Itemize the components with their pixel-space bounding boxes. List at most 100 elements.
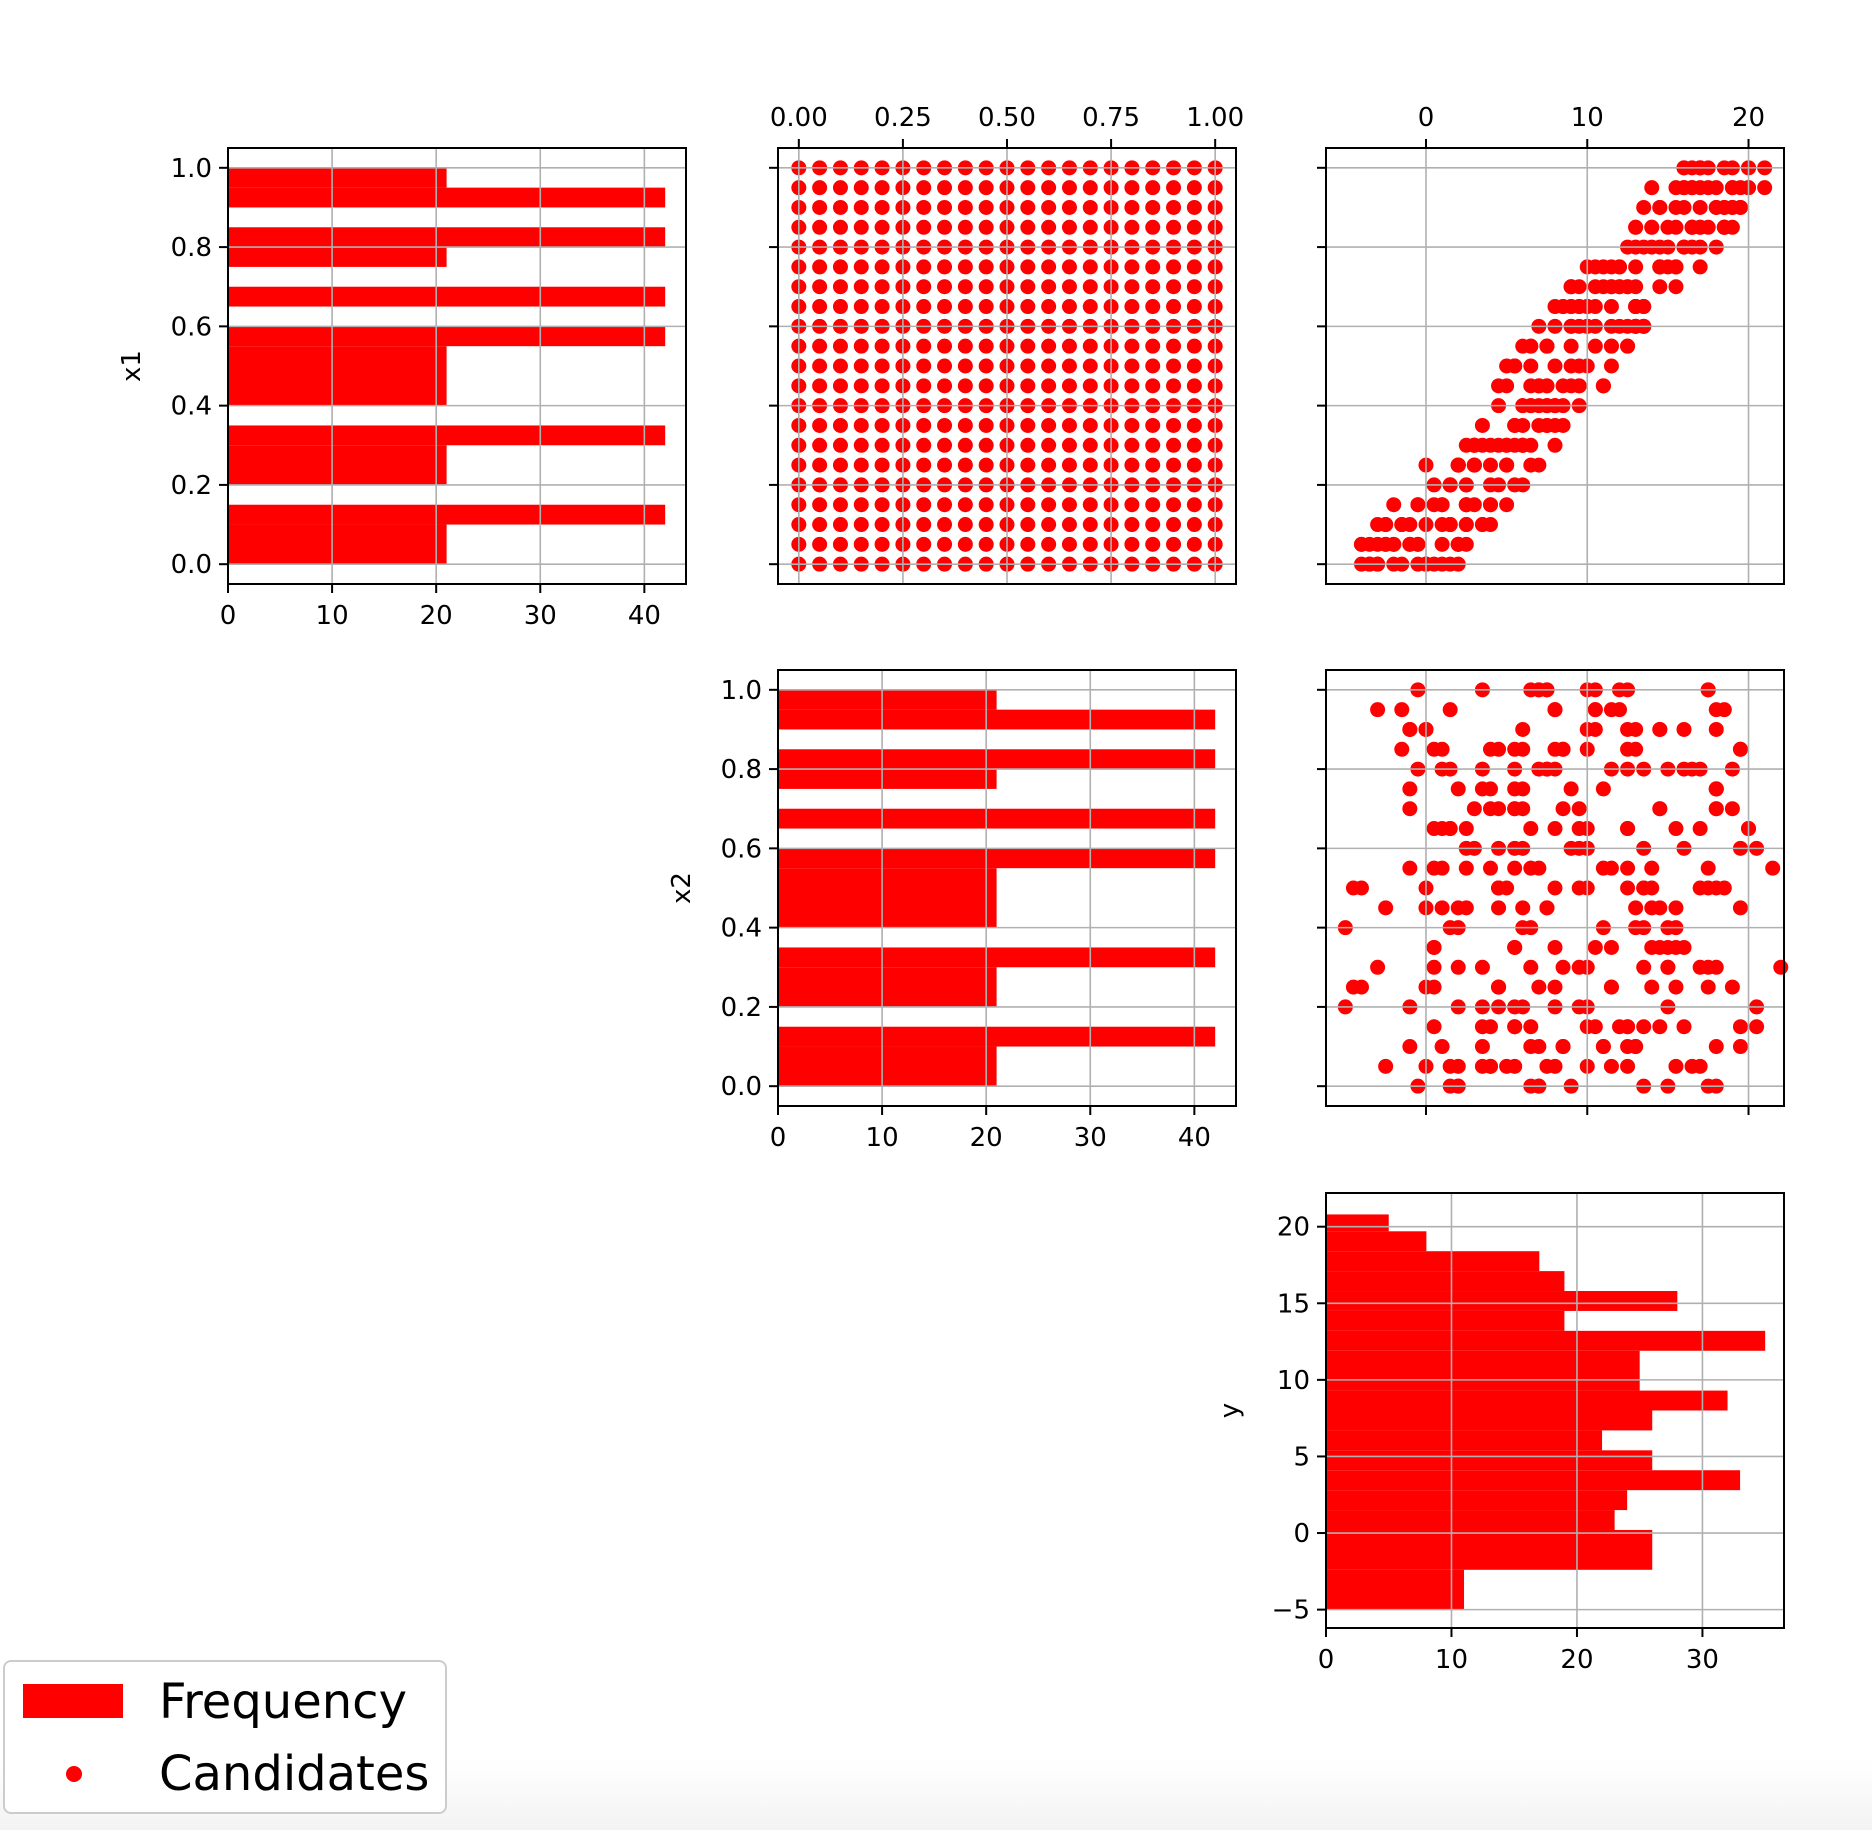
candidate-point — [874, 517, 890, 533]
candidate-point — [1716, 199, 1732, 215]
candidate-point — [1587, 279, 1603, 295]
candidate-point — [874, 457, 890, 473]
candidate-point — [1166, 497, 1182, 513]
histogram-bar — [228, 187, 666, 208]
candidate-point — [812, 517, 828, 533]
candidate-point — [937, 259, 953, 275]
candidate-point — [1547, 437, 1563, 453]
candidate-point — [832, 536, 848, 552]
candidate-point — [957, 299, 973, 315]
candidate-point — [1523, 338, 1539, 354]
candidate-point — [978, 358, 994, 374]
candidate-point — [1041, 299, 1057, 315]
candidate-point — [1082, 437, 1098, 453]
candidate-point — [1041, 497, 1057, 513]
candidate-point — [1082, 299, 1098, 315]
candidate-point — [1186, 219, 1202, 235]
x-tick-label-top: 0.00 — [770, 103, 828, 133]
candidate-point — [1186, 437, 1202, 453]
candidate-point — [874, 279, 890, 295]
candidate-point — [1370, 959, 1386, 975]
candidate-point — [1450, 1058, 1466, 1074]
candidate-point — [1708, 959, 1724, 975]
candidate-point — [874, 338, 890, 354]
candidate-point — [1020, 457, 1036, 473]
candidate-point — [874, 259, 890, 275]
y-tick-label: 0.0 — [171, 550, 212, 580]
candidate-point — [1186, 417, 1202, 433]
candidate-point — [853, 417, 869, 433]
candidate-point — [1124, 259, 1140, 275]
candidate-point — [937, 437, 953, 453]
candidate-point — [1145, 259, 1161, 275]
candidate-point — [937, 417, 953, 433]
candidate-point — [1020, 180, 1036, 196]
candidate-point — [1555, 378, 1571, 394]
candidate-point — [1539, 900, 1555, 916]
candidate-point — [916, 259, 932, 275]
candidate-point — [1020, 338, 1036, 354]
candidate-point — [1020, 417, 1036, 433]
candidate-point — [1124, 199, 1140, 215]
candidate-point — [1515, 417, 1531, 433]
candidate-point — [1555, 417, 1571, 433]
candidate-point — [1724, 979, 1740, 995]
histogram-bar — [1326, 1214, 1389, 1232]
candidate-point — [978, 219, 994, 235]
candidate-point — [1020, 279, 1036, 295]
histogram-bar — [778, 947, 1216, 968]
candidate-point — [1082, 180, 1098, 196]
candidate-point — [1668, 279, 1684, 295]
candidate-point — [1547, 880, 1563, 896]
candidate-point — [1636, 1019, 1652, 1035]
legend: Frequency Candidates — [3, 1660, 447, 1814]
candidate-point — [1652, 199, 1668, 215]
candidate-point — [1458, 900, 1474, 916]
candidate-point — [1620, 279, 1636, 295]
y-tick-label: 10 — [1277, 1366, 1310, 1396]
candidate-point — [1732, 180, 1748, 196]
candidate-point — [916, 219, 932, 235]
candidate-point — [1668, 979, 1684, 995]
candidate-point — [1061, 417, 1077, 433]
axes-frame — [777, 669, 1237, 1107]
candidate-point — [1757, 180, 1773, 196]
candidate-point — [1082, 497, 1098, 513]
candidate-point — [1571, 279, 1587, 295]
candidate-point — [937, 457, 953, 473]
candidate-point — [1595, 781, 1611, 797]
candidate-point — [1450, 457, 1466, 473]
candidate-point — [1482, 457, 1498, 473]
candidate-point — [1571, 801, 1587, 817]
candidate-point — [1732, 900, 1748, 916]
candidate-point — [1708, 721, 1724, 737]
candidate-point — [1636, 880, 1652, 896]
y-axis-label: x1 — [117, 350, 147, 382]
candidate-point — [1166, 199, 1182, 215]
candidate-point — [1378, 1058, 1394, 1074]
candidate-point — [1020, 358, 1036, 374]
histogram-bar — [228, 227, 666, 248]
candidate-point — [1041, 279, 1057, 295]
candidate-point — [1186, 199, 1202, 215]
candidate-point — [1587, 939, 1603, 955]
candidate-point — [1507, 801, 1523, 817]
candidate-point — [937, 358, 953, 374]
candidate-point — [1061, 299, 1077, 315]
axes-frame — [227, 147, 687, 585]
candidate-point — [1166, 338, 1182, 354]
candidate-point — [1652, 801, 1668, 817]
candidate-point — [832, 338, 848, 354]
candidate-point — [1491, 900, 1507, 916]
y-tick-label: 0 — [1293, 1519, 1310, 1549]
candidate-point — [1595, 1039, 1611, 1055]
candidate-point — [1186, 299, 1202, 315]
candidate-point — [1145, 378, 1161, 394]
y-axis-label: x2 — [667, 872, 697, 904]
y-axis-label: y — [1215, 1403, 1245, 1418]
candidate-point — [937, 180, 953, 196]
candidate-point — [1515, 900, 1531, 916]
y-tick-label: 0.2 — [171, 471, 212, 501]
candidate-point — [1450, 959, 1466, 975]
